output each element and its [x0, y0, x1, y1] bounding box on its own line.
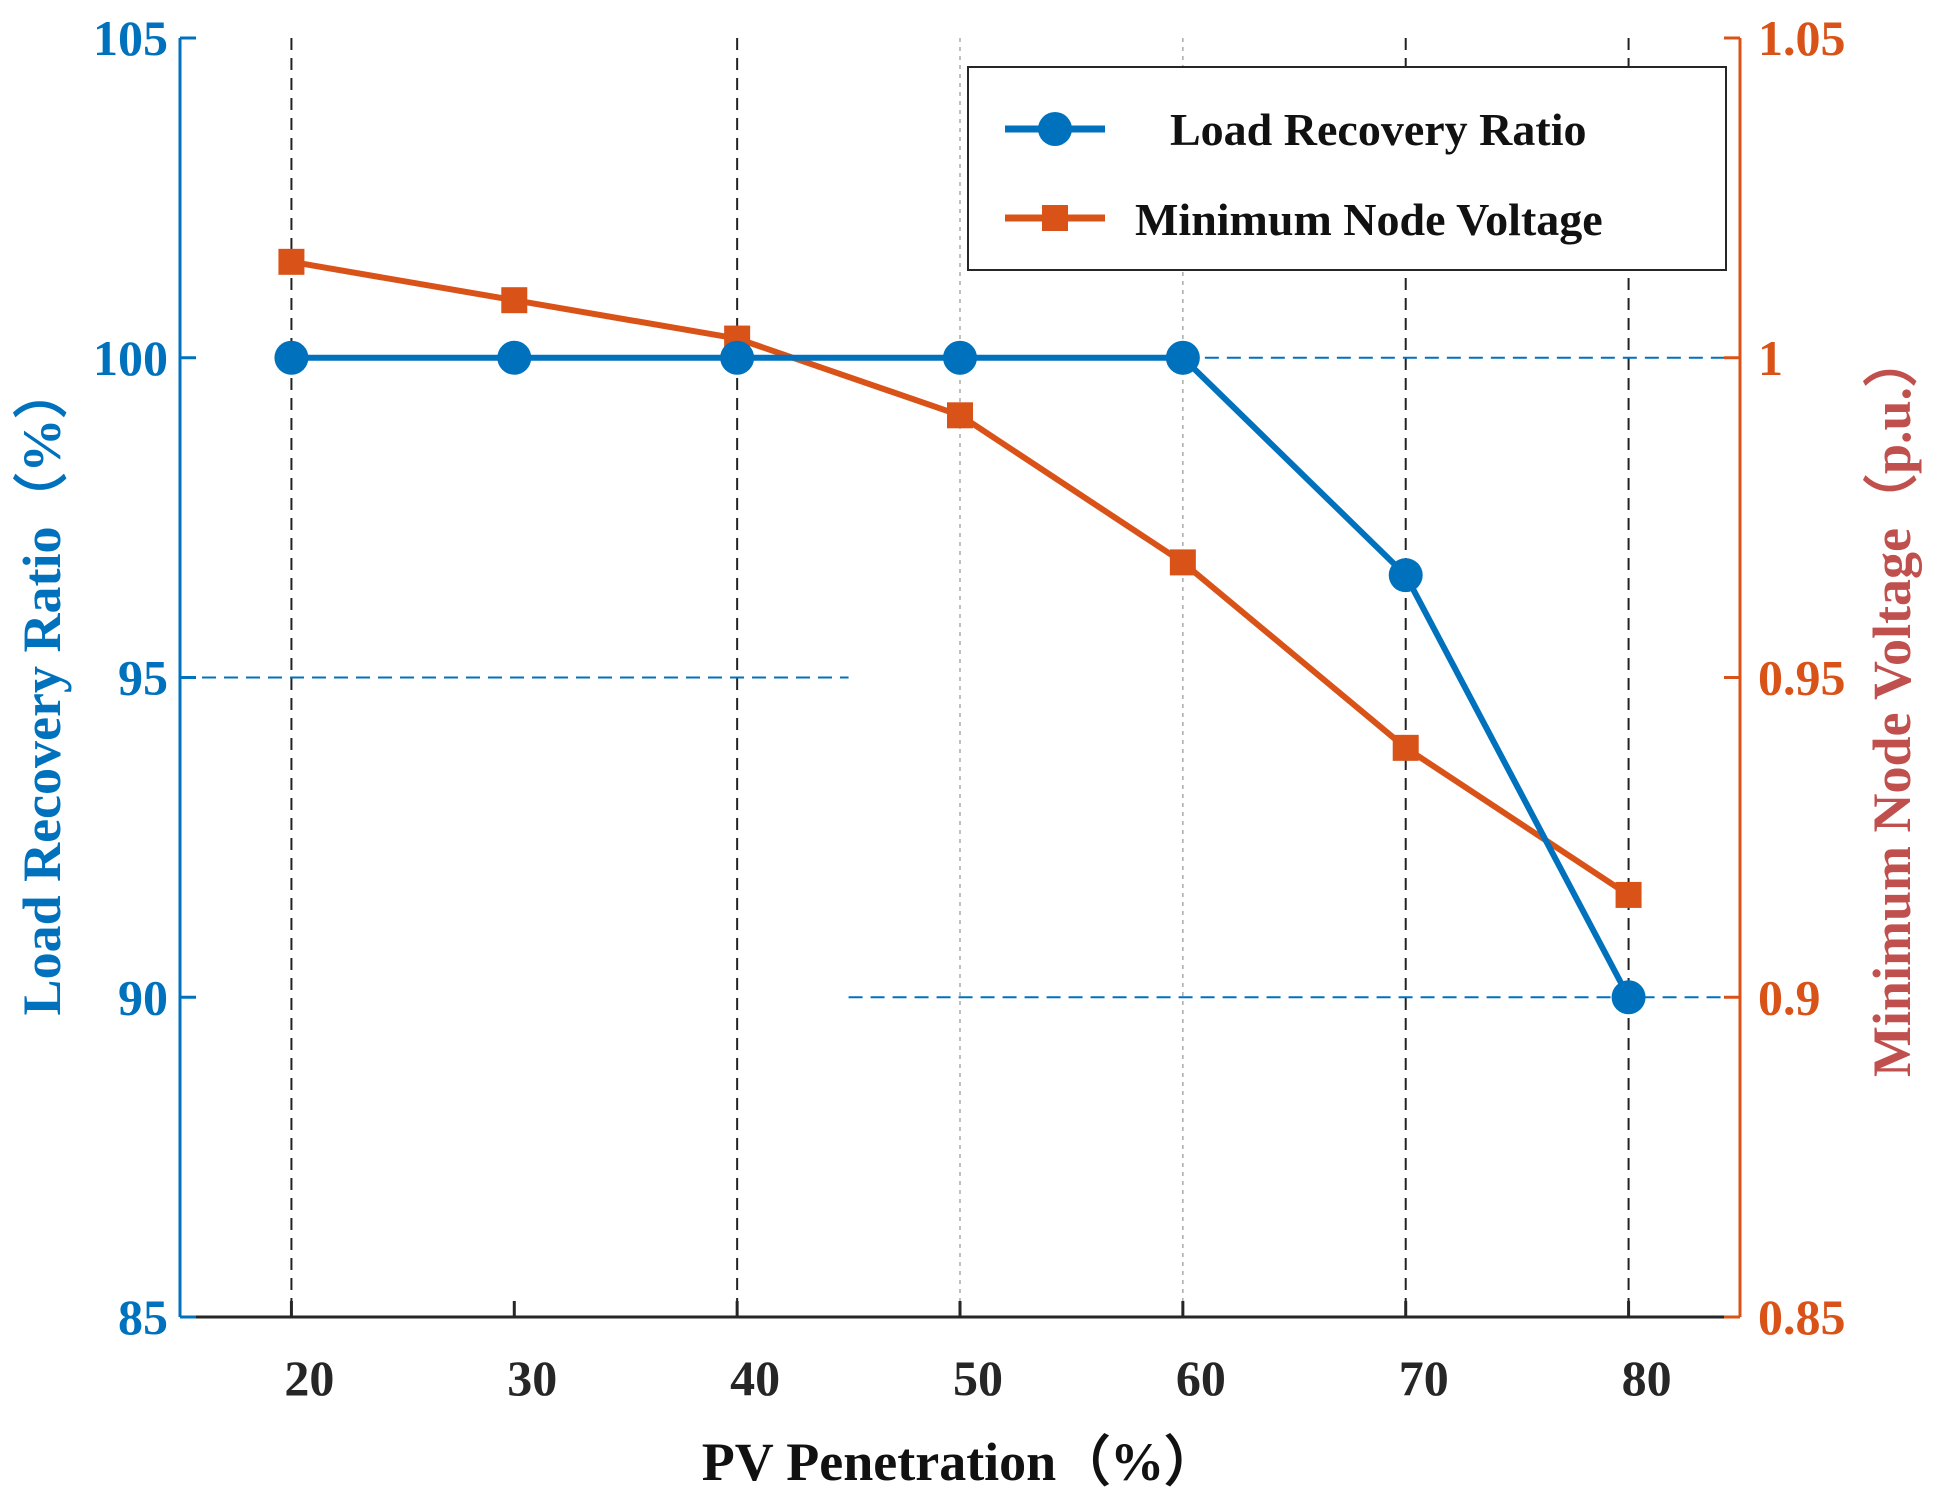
x-tick-label-80: 80 — [1622, 1350, 1672, 1406]
data-point-minimum-node-voltage-30 — [501, 287, 528, 314]
right-tick-label-0.85: 0.85 — [1758, 1289, 1846, 1345]
right-tick-label-1: 1 — [1758, 330, 1783, 386]
data-point-minimum-node-voltage-70 — [1392, 734, 1419, 761]
data-point-minimum-node-voltage-60 — [1169, 549, 1196, 576]
data-point-minimum-node-voltage-80 — [1615, 881, 1642, 908]
x-tick-label-30: 30 — [507, 1350, 557, 1406]
left-tick-label-100: 100 — [93, 330, 168, 386]
data-point-minimum-node-voltage-20 — [278, 248, 305, 275]
legend: Load Recovery Ratio Minimum Node Voltage — [967, 66, 1727, 271]
tick-labels: 85 90 95 100 105 0.85 0.9 0.95 1 1.05 20 30 40 50 60 70… — [93, 10, 1846, 1406]
legend-box — [967, 66, 1727, 271]
reference-lines — [180, 38, 1740, 1317]
data-point-load-recovery-ratio-40 — [720, 340, 755, 375]
legend-label-minimum-node-voltage: Minimum Node Voltage — [1135, 194, 1603, 245]
x-tick-label-50: 50 — [953, 1350, 1003, 1406]
x-tick-label-60: 60 — [1176, 1350, 1226, 1406]
data-point-load-recovery-ratio-20 — [274, 340, 309, 375]
left-tick-label-95: 95 — [118, 650, 168, 706]
right-y-axis-label: Minimum Node Voltage（p.u.） — [1862, 333, 1922, 1077]
left-tick-label-90: 90 — [118, 969, 168, 1025]
right-tick-label-0.95: 0.95 — [1758, 650, 1846, 706]
series-layer — [274, 248, 1646, 1015]
data-point-load-recovery-ratio-30 — [497, 340, 532, 375]
left-tick-label-105: 105 — [93, 10, 168, 66]
x-tick-label-40: 40 — [730, 1350, 780, 1406]
data-point-minimum-node-voltage-50 — [947, 402, 973, 429]
legend-swatch-load-marker — [1038, 112, 1072, 146]
legend-label-load-recovery-ratio: Load Recovery Ratio — [1170, 104, 1586, 155]
right-tick-label-0.9: 0.9 — [1758, 969, 1821, 1025]
right-tick-label-1.05: 1.05 — [1758, 10, 1846, 66]
data-point-load-recovery-ratio-70 — [1388, 558, 1423, 593]
x-tick-label-70: 70 — [1399, 1350, 1449, 1406]
x-tick-label-20: 20 — [284, 1350, 334, 1406]
left-y-axis-label: Load Recovery Ratio（%） — [12, 365, 72, 1016]
left-tick-label-85: 85 — [118, 1289, 168, 1345]
data-point-load-recovery-ratio-50 — [943, 340, 977, 375]
data-point-load-recovery-ratio-80 — [1611, 980, 1646, 1015]
data-point-load-recovery-ratio-60 — [1165, 340, 1200, 375]
x-axis-label: PV Penetration（%） — [702, 1432, 1218, 1492]
axes — [178, 36, 1742, 1319]
legend-swatch-voltage-marker — [1042, 205, 1068, 231]
